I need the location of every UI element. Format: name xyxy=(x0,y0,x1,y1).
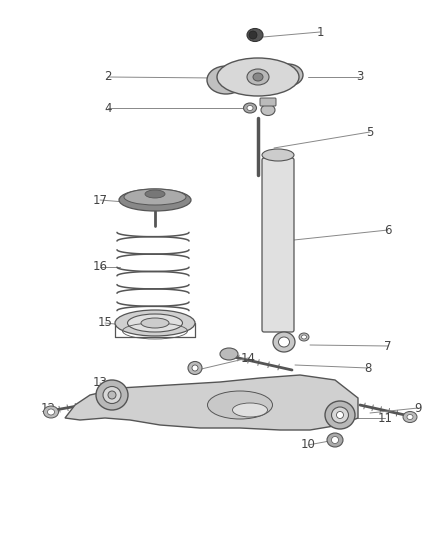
Ellipse shape xyxy=(247,106,253,110)
Ellipse shape xyxy=(124,189,186,205)
Ellipse shape xyxy=(247,69,269,85)
Ellipse shape xyxy=(208,391,272,419)
Text: 8: 8 xyxy=(364,361,372,375)
Ellipse shape xyxy=(47,409,54,415)
Ellipse shape xyxy=(299,333,309,341)
Ellipse shape xyxy=(233,403,268,417)
Text: 14: 14 xyxy=(240,351,255,365)
Ellipse shape xyxy=(301,335,307,339)
Ellipse shape xyxy=(273,332,295,352)
Text: 17: 17 xyxy=(92,193,107,206)
Ellipse shape xyxy=(141,318,169,328)
Ellipse shape xyxy=(145,190,165,198)
Text: 13: 13 xyxy=(92,376,107,390)
Ellipse shape xyxy=(43,406,59,418)
Text: 12: 12 xyxy=(40,401,56,415)
Ellipse shape xyxy=(119,189,191,211)
Text: 4: 4 xyxy=(104,101,112,115)
Ellipse shape xyxy=(207,66,245,94)
Ellipse shape xyxy=(332,437,339,443)
Ellipse shape xyxy=(247,28,263,42)
Text: 10: 10 xyxy=(300,439,315,451)
Ellipse shape xyxy=(108,391,116,399)
Ellipse shape xyxy=(261,104,275,116)
Ellipse shape xyxy=(332,407,349,423)
Ellipse shape xyxy=(327,433,343,447)
Text: 11: 11 xyxy=(378,411,392,424)
Text: 3: 3 xyxy=(356,70,364,84)
FancyBboxPatch shape xyxy=(262,158,294,332)
Ellipse shape xyxy=(96,380,128,410)
Text: 16: 16 xyxy=(92,261,107,273)
Ellipse shape xyxy=(249,31,257,39)
Ellipse shape xyxy=(188,361,202,375)
Ellipse shape xyxy=(103,386,121,403)
Ellipse shape xyxy=(220,348,238,360)
Ellipse shape xyxy=(244,103,257,113)
Ellipse shape xyxy=(279,337,290,347)
Ellipse shape xyxy=(262,149,294,161)
Ellipse shape xyxy=(253,73,263,81)
Ellipse shape xyxy=(336,411,343,418)
Text: 15: 15 xyxy=(98,317,113,329)
Ellipse shape xyxy=(403,411,417,423)
Ellipse shape xyxy=(192,365,198,371)
Text: 5: 5 xyxy=(366,125,374,139)
Ellipse shape xyxy=(273,64,303,86)
Ellipse shape xyxy=(217,58,299,96)
Polygon shape xyxy=(65,375,358,430)
FancyBboxPatch shape xyxy=(260,98,276,106)
Text: 2: 2 xyxy=(104,70,112,84)
Text: 9: 9 xyxy=(414,401,422,415)
Ellipse shape xyxy=(325,401,355,429)
Text: 6: 6 xyxy=(384,223,392,237)
Ellipse shape xyxy=(407,415,413,419)
Ellipse shape xyxy=(127,314,183,332)
Text: 7: 7 xyxy=(384,340,392,352)
Ellipse shape xyxy=(115,310,195,336)
Text: 1: 1 xyxy=(316,26,324,38)
